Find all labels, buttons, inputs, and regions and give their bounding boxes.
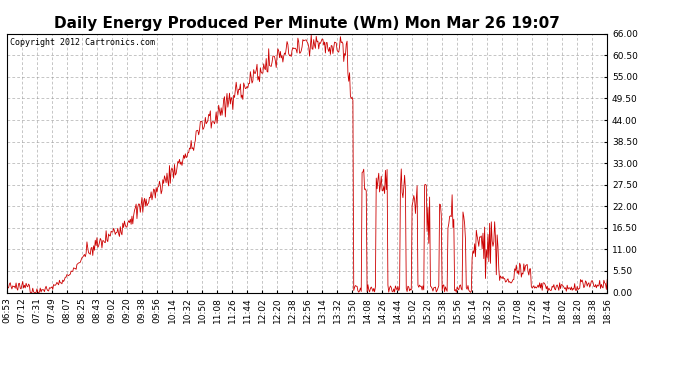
Title: Daily Energy Produced Per Minute (Wm) Mon Mar 26 19:07: Daily Energy Produced Per Minute (Wm) Mo… [54,16,560,31]
Text: Copyright 2012 Cartronics.com: Copyright 2012 Cartronics.com [10,38,155,46]
